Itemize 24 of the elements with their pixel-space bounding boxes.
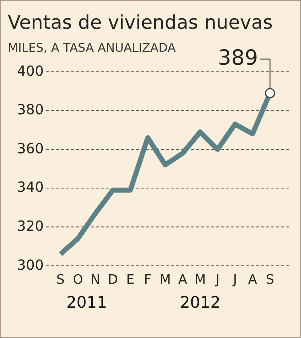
y-tick-label: 400 [17, 64, 44, 80]
y-tick-label: 360 [17, 141, 44, 158]
chart-subtitle: MILES, A TASA ANUALIZADA [8, 41, 177, 55]
chart-title: Ventas de viviendas nuevas [8, 12, 274, 34]
x-tick-label: S [56, 273, 65, 288]
x-tick-label: O [73, 273, 84, 288]
text: 2012 [180, 293, 221, 312]
x-tick-label: M [194, 273, 206, 288]
x-tick-label: A [248, 273, 258, 288]
x-tick-label: J [214, 273, 220, 288]
y-tick-label: 380 [17, 102, 44, 119]
x-tick-label: E [126, 273, 135, 288]
x-tick-label: N [90, 273, 101, 288]
x-tick-label: S [266, 273, 274, 288]
x-tick-label: F [144, 273, 152, 288]
x-tick-label: M [160, 273, 172, 288]
y-tick-label: 320 [17, 219, 44, 236]
data-label: 389 [218, 46, 258, 70]
x-tick-label: D [108, 273, 118, 288]
x-tick-label: J [232, 273, 238, 288]
y-tick-label: 300 [17, 258, 44, 274]
text: 2011 [66, 293, 108, 312]
y-tick-label: 340 [17, 180, 44, 196]
x-tick-label: A [178, 273, 188, 288]
